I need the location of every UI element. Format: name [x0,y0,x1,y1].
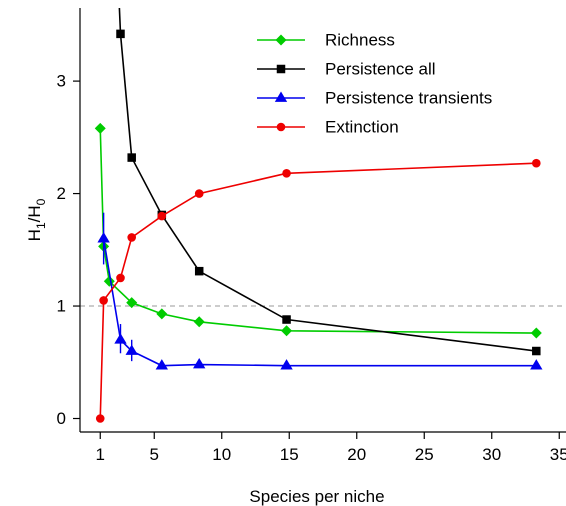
series-line [99,162,537,419]
series-persistence-all [116,8,541,356]
data-point [114,333,127,344]
data-point [99,296,108,305]
data-point [282,315,291,324]
x-tick-label: 1 [96,445,105,464]
legend-marker [274,91,288,102]
legend-item: Persistence transients [257,89,492,108]
data-point [532,158,541,168]
data-point [194,266,204,276]
x-axis-title: Species per niche [249,487,384,506]
legend-marker [276,122,286,132]
plot-area [80,8,566,423]
series-richness [94,122,542,339]
data-point [95,414,105,423]
series-extinction [95,158,541,423]
data-point [94,122,106,134]
data-point [530,359,543,370]
data-point [280,359,293,370]
y-axis-title-sub0: 0 [34,198,48,205]
y-axis-title-main: H [25,229,44,241]
series-line [99,128,537,334]
data-point [116,273,125,283]
x-tick-label: 15 [280,445,299,464]
data-point [127,233,137,242]
data-point [281,325,293,337]
data-point [530,327,542,339]
data-point [116,29,125,39]
data-point [193,316,205,328]
legend-label: Extinction [325,118,399,137]
series-persistence-transients [97,212,543,370]
x-tick-label: 5 [150,445,159,464]
data-point [126,297,138,309]
x-tick-label: 20 [347,445,366,464]
legend-item: Richness [257,31,395,50]
data-point [97,232,110,243]
y-axis-title-slash: /H [25,205,44,222]
data-point [193,358,206,369]
data-point [103,275,115,287]
legend-label: Persistence all [325,60,436,79]
legend-marker [276,64,286,74]
y-tick-label: 3 [57,72,66,91]
data-point [157,211,167,221]
series-line [102,238,537,367]
data-point [194,189,204,198]
data-point [532,346,541,356]
y-tick-label: 0 [57,409,66,428]
x-tick-label: 30 [482,445,501,464]
legend-item: Extinction [257,118,399,137]
y-tick-label: 2 [57,184,66,203]
axes: Species per niche H1/H0 1 5 10 15 20 25 30 3501… [25,8,566,506]
x-tick-label: 35 [550,445,566,464]
legend-marker [275,34,287,46]
legend-label: Richness [325,31,395,50]
x-tick-label: 25 [415,445,434,464]
series-line [118,8,537,352]
legend-item: Persistence all [257,60,436,79]
y-axis-title: H1/H0 [25,198,48,241]
y-tick-label: 1 [57,297,66,316]
legend-label: Persistence transients [325,89,492,108]
data-point [282,169,291,178]
data-point [156,308,168,320]
y-axis-title-sub1: 1 [34,222,48,229]
data-point [155,359,168,370]
data-point [125,344,138,355]
x-tick-label: 10 [212,445,231,464]
data-point [127,153,136,162]
legend: Richness Persistence all Persistence trans… [257,31,492,137]
